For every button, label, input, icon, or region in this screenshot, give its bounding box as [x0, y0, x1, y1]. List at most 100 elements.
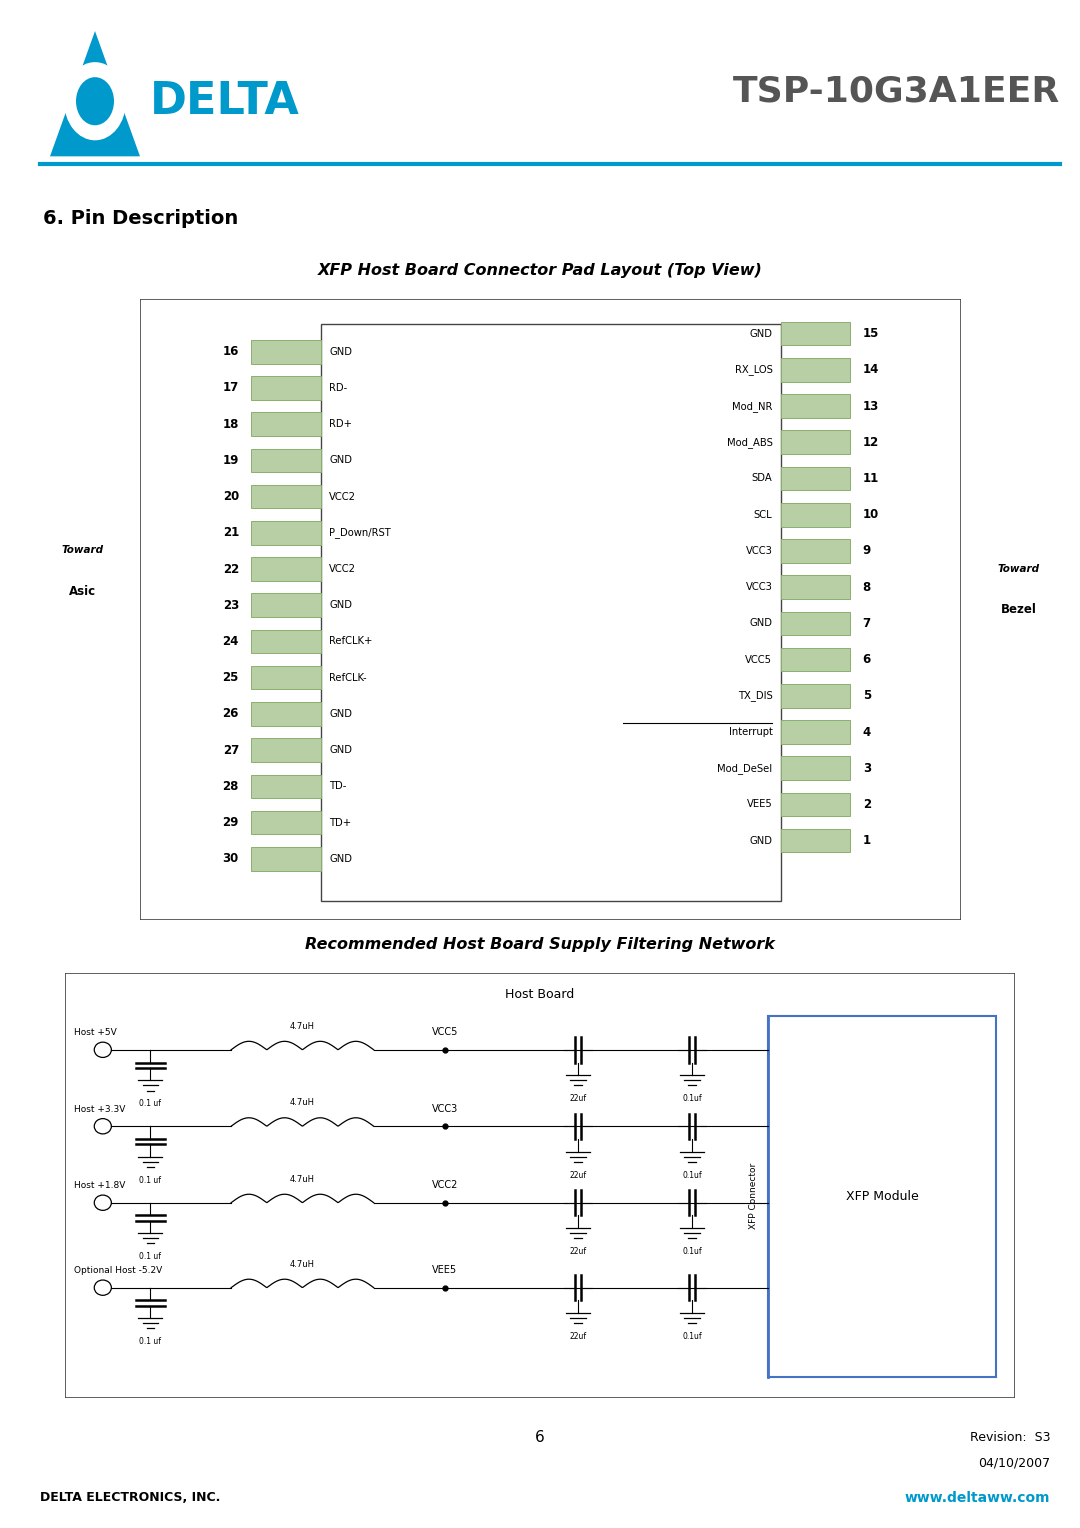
Text: 3: 3	[863, 762, 870, 775]
FancyBboxPatch shape	[781, 358, 850, 382]
FancyBboxPatch shape	[252, 413, 321, 435]
Text: 23: 23	[222, 599, 239, 611]
Text: VCC2: VCC2	[329, 492, 356, 501]
Text: 04/10/2007: 04/10/2007	[977, 1456, 1050, 1470]
Text: 4.7uH: 4.7uH	[289, 1099, 315, 1108]
FancyBboxPatch shape	[252, 775, 321, 798]
Text: GND: GND	[750, 329, 772, 339]
FancyBboxPatch shape	[781, 793, 850, 816]
Text: 22uf: 22uf	[569, 1247, 586, 1256]
Text: 0.1 uf: 0.1 uf	[139, 1177, 161, 1184]
Text: 4.7uH: 4.7uH	[289, 1175, 315, 1184]
Polygon shape	[50, 31, 140, 156]
FancyBboxPatch shape	[781, 648, 850, 671]
FancyBboxPatch shape	[781, 611, 850, 636]
Text: VCC3: VCC3	[745, 582, 772, 593]
Text: RD+: RD+	[329, 419, 352, 429]
Text: VCC5: VCC5	[745, 654, 772, 665]
FancyBboxPatch shape	[252, 593, 321, 617]
Text: RD-: RD-	[329, 384, 348, 393]
FancyBboxPatch shape	[781, 828, 850, 853]
Text: 27: 27	[222, 744, 239, 756]
Text: 30: 30	[222, 853, 239, 865]
Text: 0.1uf: 0.1uf	[683, 1170, 702, 1180]
Text: Toward: Toward	[998, 564, 1040, 573]
Text: GND: GND	[329, 601, 352, 610]
FancyBboxPatch shape	[768, 1016, 996, 1377]
Text: Host +5V: Host +5V	[75, 1028, 117, 1038]
Text: 4: 4	[863, 726, 870, 738]
Text: 4.7uH: 4.7uH	[289, 1022, 315, 1031]
Text: VEE5: VEE5	[432, 1265, 458, 1274]
Text: 9: 9	[863, 544, 870, 558]
Text: Bezel: Bezel	[1001, 602, 1037, 616]
Text: 22: 22	[222, 562, 239, 576]
FancyBboxPatch shape	[252, 703, 321, 726]
Text: 0.1 uf: 0.1 uf	[139, 1100, 161, 1108]
Text: 19: 19	[222, 454, 239, 468]
Text: 14: 14	[863, 364, 879, 376]
Text: 7: 7	[863, 617, 870, 630]
Text: 22uf: 22uf	[569, 1094, 586, 1103]
Text: Revision:  S3: Revision: S3	[970, 1432, 1050, 1444]
Text: XFP Host Board Connector Pad Layout (Top View): XFP Host Board Connector Pad Layout (Top…	[318, 263, 762, 278]
Text: GND: GND	[329, 347, 352, 356]
FancyBboxPatch shape	[252, 484, 321, 509]
FancyBboxPatch shape	[781, 503, 850, 527]
FancyBboxPatch shape	[252, 558, 321, 581]
FancyBboxPatch shape	[781, 576, 850, 599]
FancyBboxPatch shape	[781, 431, 850, 454]
Text: RefCLK-: RefCLK-	[329, 672, 367, 683]
Text: Toward: Toward	[62, 545, 104, 555]
Text: GND: GND	[329, 709, 352, 720]
Text: XFP Module: XFP Module	[846, 1190, 918, 1203]
Text: Asic: Asic	[69, 585, 96, 597]
FancyBboxPatch shape	[781, 466, 850, 490]
FancyBboxPatch shape	[252, 666, 321, 689]
FancyBboxPatch shape	[252, 847, 321, 871]
FancyBboxPatch shape	[781, 720, 850, 744]
Text: 17: 17	[222, 382, 239, 394]
Text: Mod_NR: Mod_NR	[732, 400, 772, 411]
Text: GND: GND	[329, 455, 352, 466]
Text: 16: 16	[222, 345, 239, 358]
Text: GND: GND	[329, 854, 352, 863]
FancyBboxPatch shape	[252, 376, 321, 400]
Text: 22uf: 22uf	[569, 1170, 586, 1180]
Text: 0.1uf: 0.1uf	[683, 1332, 702, 1342]
Text: TX_DIS: TX_DIS	[738, 691, 772, 701]
Text: 21: 21	[222, 526, 239, 539]
FancyBboxPatch shape	[252, 339, 321, 364]
Text: TD-: TD-	[329, 781, 347, 792]
Text: VCC3: VCC3	[745, 545, 772, 556]
Text: Mod_DeSel: Mod_DeSel	[717, 762, 772, 773]
Text: 10: 10	[863, 509, 879, 521]
FancyBboxPatch shape	[781, 685, 850, 707]
Text: 4.7uH: 4.7uH	[289, 1259, 315, 1268]
Text: 29: 29	[222, 816, 239, 830]
Text: Interrupt: Interrupt	[729, 727, 772, 736]
FancyBboxPatch shape	[252, 630, 321, 654]
Text: 15: 15	[863, 327, 879, 341]
Text: 22uf: 22uf	[569, 1332, 586, 1342]
Text: 28: 28	[222, 779, 239, 793]
Ellipse shape	[76, 78, 114, 125]
Text: VCC2: VCC2	[432, 1180, 458, 1190]
Text: SDA: SDA	[752, 474, 772, 483]
Text: 6: 6	[535, 1430, 545, 1445]
Text: XFP Connector: XFP Connector	[750, 1163, 758, 1230]
Text: Host +3.3V: Host +3.3V	[75, 1105, 125, 1114]
Text: 24: 24	[222, 636, 239, 648]
Text: 13: 13	[863, 399, 879, 413]
Text: 20: 20	[222, 490, 239, 503]
Text: VEE5: VEE5	[746, 799, 772, 810]
Text: 0.1 uf: 0.1 uf	[139, 1253, 161, 1262]
Text: 25: 25	[222, 671, 239, 685]
Text: www.deltaww.com: www.deltaww.com	[905, 1491, 1050, 1505]
FancyBboxPatch shape	[252, 449, 321, 472]
FancyBboxPatch shape	[65, 973, 1015, 1398]
Text: DELTA ELECTRONICS, INC.: DELTA ELECTRONICS, INC.	[40, 1491, 220, 1505]
Text: TD+: TD+	[329, 817, 351, 828]
FancyBboxPatch shape	[252, 521, 321, 544]
Text: GND: GND	[750, 836, 772, 845]
